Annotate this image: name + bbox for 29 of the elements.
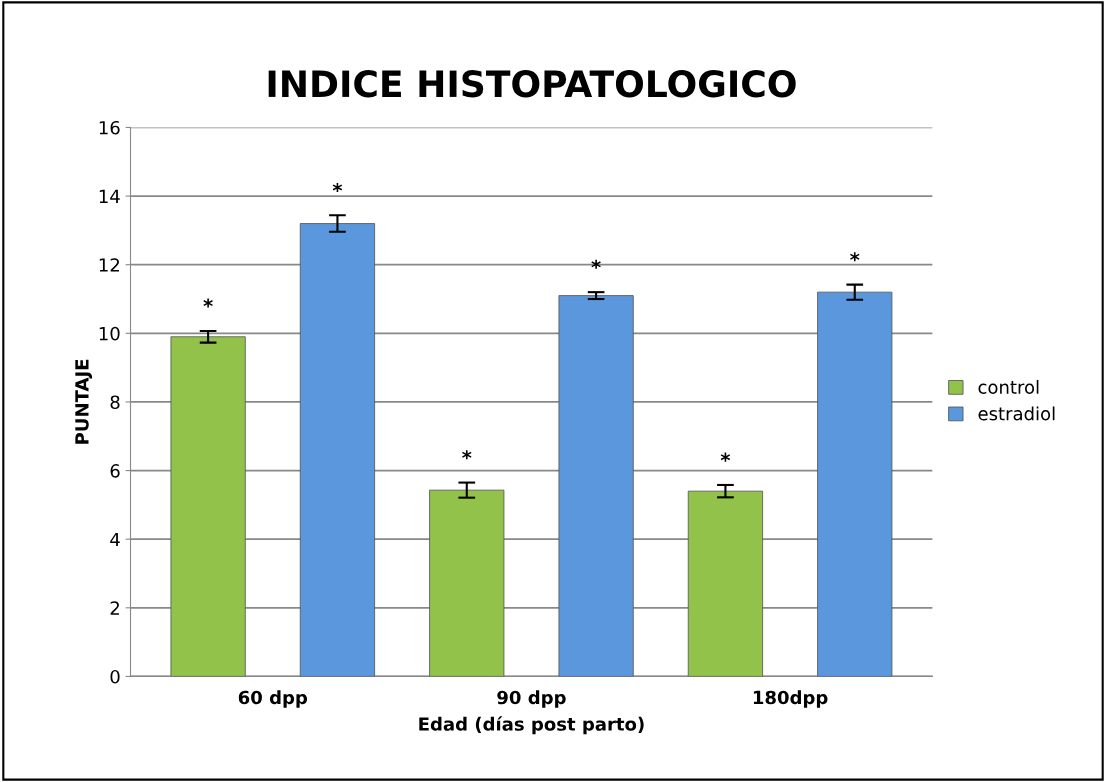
x-tick-label: 180dpp: [753, 690, 828, 708]
y-axis-title: PUNTAJE: [75, 359, 93, 444]
y-tick-label: 2: [110, 601, 119, 615]
data-label: *: [850, 252, 860, 262]
bar: [687, 490, 764, 677]
legend-label: control: [978, 379, 1039, 394]
data-label: *: [462, 450, 472, 460]
bar: [429, 489, 505, 677]
y-tick-label: 4: [110, 532, 120, 547]
bar: [558, 295, 634, 677]
y-tick-label: 12: [99, 258, 119, 272]
y-tick-label: 8: [110, 395, 120, 410]
bar: [170, 336, 246, 677]
bar: [299, 223, 376, 677]
y-tick-label: 0: [110, 669, 120, 684]
legend-label: estradiol: [978, 406, 1055, 421]
data-label: *: [332, 182, 343, 192]
y-tick-label: 16: [99, 120, 120, 135]
x-axis-title: Edad (días post parto): [419, 716, 644, 735]
x-tick-label: 90 dpp: [497, 690, 566, 708]
x-tick-label: 60 dpp: [238, 690, 308, 708]
y-tick-label: 10: [99, 326, 120, 341]
chart-title: INDICE HISTOPATOLOGICO: [268, 70, 796, 98]
y-tick-label: 14: [99, 189, 120, 203]
bar: [817, 291, 893, 677]
data-label: *: [591, 259, 601, 269]
data-label: *: [203, 298, 213, 308]
data-label: *: [720, 452, 731, 462]
y-tick-label: 6: [110, 464, 120, 478]
